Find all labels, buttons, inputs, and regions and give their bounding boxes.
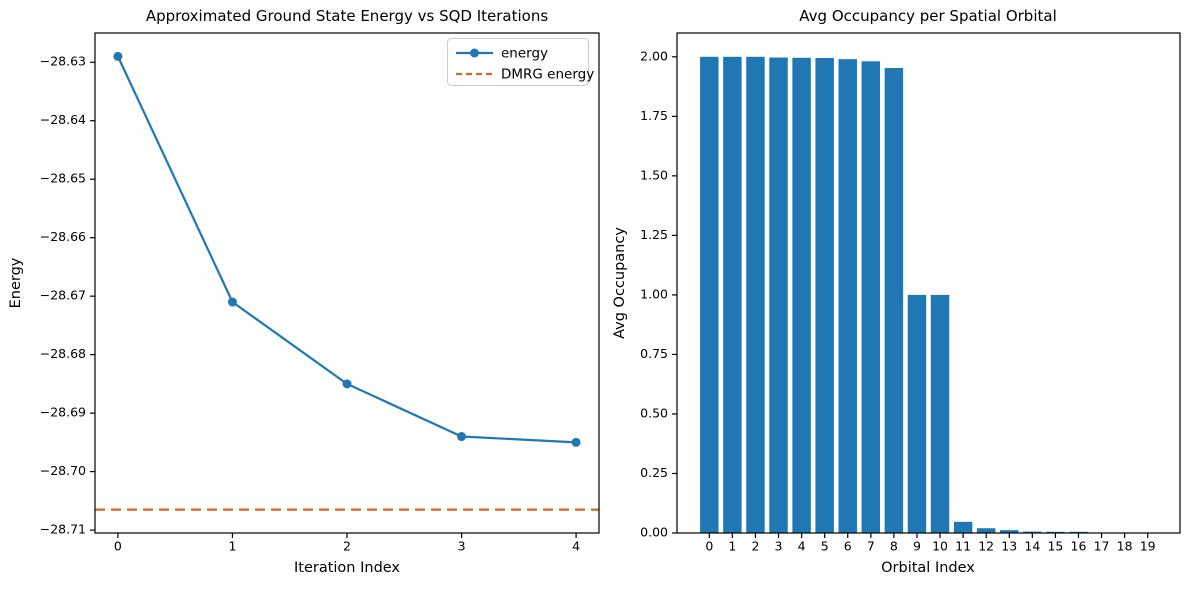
occupancy-bar <box>746 56 765 534</box>
y-tick-label: −28.63 <box>40 54 86 69</box>
bar-chart-xlabel: Orbital Index <box>881 560 975 576</box>
y-tick-label: −28.66 <box>40 229 86 244</box>
occupancy-bar <box>884 68 904 533</box>
legend-entry-energy: energy <box>456 46 548 62</box>
y-tick-label: 0.50 <box>640 405 668 420</box>
energy-data-point <box>113 51 123 61</box>
occupancy-bar <box>861 61 881 533</box>
bar-chart-frame <box>676 32 1181 534</box>
y-tick-label: −28.70 <box>40 463 86 478</box>
occupancy-bar <box>930 294 950 533</box>
energy-data-point <box>227 297 237 307</box>
y-tick-label: 1.50 <box>640 167 668 182</box>
x-tick-label: 6 <box>844 539 852 554</box>
x-tick-label: 0 <box>114 539 122 554</box>
occupancy-bar <box>1023 531 1042 533</box>
y-tick-label: 0.00 <box>640 525 668 540</box>
occupancy-bar <box>976 528 996 533</box>
x-tick-label: 13 <box>1001 539 1017 554</box>
line-chart-plot-area: −28.63 −28.64 −28.65 −28.66 −28.67 −28.68 −28.… <box>40 51 599 554</box>
x-tick-label: 16 <box>1071 539 1087 554</box>
occupancy-bar <box>769 57 788 534</box>
line-chart: Approximated Ground State Energy vs SQD … <box>8 7 600 576</box>
x-tick-label: 8 <box>890 539 898 554</box>
legend-dmrg-label: DMRG energy <box>501 67 594 83</box>
y-tick-label: 2.00 <box>640 48 668 63</box>
legend-energy-marker-sample <box>470 48 479 58</box>
line-chart-title: Approximated Ground State Energy vs SQD … <box>146 7 549 25</box>
x-tick-label: 17 <box>1094 539 1110 554</box>
energy-data-point <box>571 437 581 447</box>
x-tick-label: 4 <box>572 539 580 554</box>
y-tick-label: −28.67 <box>40 288 86 303</box>
x-tick-label: 19 <box>1140 539 1156 554</box>
y-tick-label: −28.65 <box>40 171 86 186</box>
legend: energy DMRG energy <box>447 38 594 86</box>
x-tick-label: 11 <box>955 539 971 554</box>
x-tick-label: 2 <box>751 539 759 554</box>
x-tick-label: 4 <box>798 539 806 554</box>
bar-chart-plot-area: 0.000.250.500.751.001.251.501.752.000 1 2 3… <box>640 48 1156 553</box>
x-tick-label: 3 <box>775 539 783 554</box>
occupancy-bar <box>792 57 811 534</box>
line-chart-xlabel: Iteration Index <box>294 560 400 576</box>
bar-chart: Avg Occupancy per Spatial Orbital 0.00 0.… <box>612 7 1181 576</box>
x-tick-label: 3 <box>458 539 466 554</box>
x-tick-label: 12 <box>978 539 994 554</box>
y-tick-label: 1.75 <box>640 108 668 123</box>
y-tick-label: −28.68 <box>40 346 86 361</box>
legend-box <box>447 38 589 86</box>
occupancy-bar <box>700 56 719 534</box>
x-tick-label: 10 <box>932 539 948 554</box>
occupancy-bar <box>907 294 927 533</box>
occupancy-bar <box>1000 530 1019 533</box>
x-tick-label: 14 <box>1024 539 1040 554</box>
x-tick-label: 1 <box>728 539 736 554</box>
y-tick-label: 0.75 <box>640 346 668 361</box>
x-tick-label: 0 <box>705 539 713 554</box>
y-tick-label: −28.71 <box>40 522 86 537</box>
x-tick-label: 9 <box>913 539 921 554</box>
energy-data-point <box>457 432 467 442</box>
y-tick-label: 0.25 <box>640 465 668 480</box>
x-tick-label: 2 <box>343 539 351 554</box>
energy-data-point <box>342 379 352 389</box>
y-tick-label: −28.69 <box>40 405 86 420</box>
occupancy-bar <box>838 59 857 533</box>
legend-energy-label: energy <box>501 46 548 62</box>
y-tick-label: −28.64 <box>40 112 86 127</box>
legend-entry-dmrg: DMRG energy <box>456 67 594 83</box>
y-tick-label: 1.00 <box>640 286 668 301</box>
y-tick-label: 1.25 <box>640 227 668 242</box>
occupancy-bar <box>723 56 742 534</box>
x-tick-label: 1 <box>228 539 236 554</box>
x-tick-label: 15 <box>1047 539 1063 554</box>
x-tick-label: 5 <box>821 539 829 554</box>
occupancy-bar <box>815 58 834 533</box>
bar-chart-ylabel: Avg Occupancy <box>612 227 628 339</box>
bar-chart-title: Avg Occupancy per Spatial Orbital <box>799 7 1056 25</box>
x-tick-label: 7 <box>867 539 875 554</box>
line-chart-frame <box>94 32 600 534</box>
line-chart-ylabel: Energy <box>8 257 24 308</box>
occupancy-bar <box>953 521 973 533</box>
x-tick-label: 18 <box>1117 539 1133 554</box>
